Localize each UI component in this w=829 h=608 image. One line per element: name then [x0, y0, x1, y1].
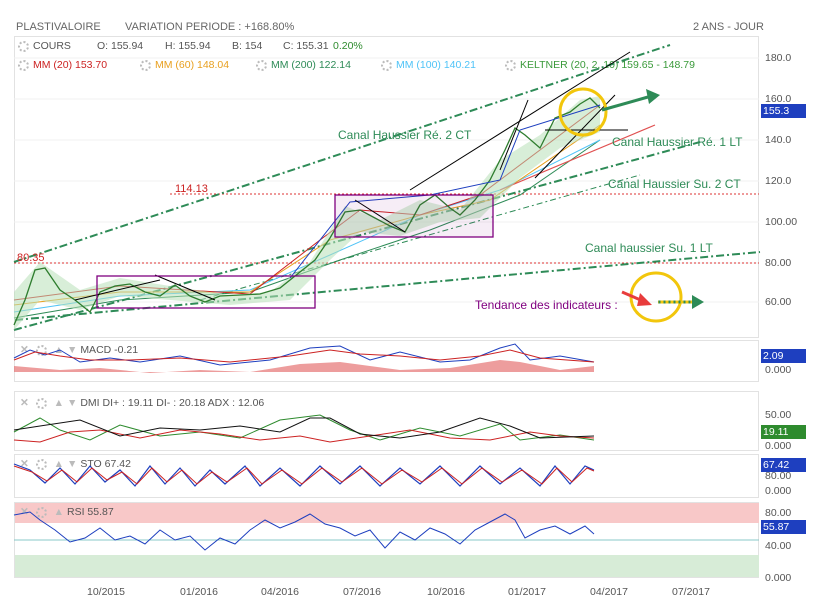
arrow-down-icon[interactable]: ▼ [66, 344, 78, 357]
sto-label: STO [80, 458, 102, 470]
gear-icon[interactable] [256, 59, 267, 71]
gear-icon[interactable] [18, 40, 29, 52]
main-chart-pane [14, 36, 759, 338]
annotation-canal-1: Canal Haussier Ré. 2 CT [338, 128, 472, 142]
mm100-legend: MM (100) 140.21 [381, 59, 476, 71]
low-value: B: 154 [232, 40, 263, 52]
macd-label: MACD [80, 344, 112, 356]
rsi-tick-high: 80.00 [765, 507, 792, 519]
x-axis-tick: 10/2016 [427, 586, 465, 598]
close-icon[interactable]: ✕ [20, 506, 29, 519]
close-value: C: 155.31 [283, 40, 329, 52]
cours-legend: COURS [18, 40, 71, 52]
period-selector[interactable]: 2 ANS - JOUR [693, 21, 764, 33]
sto-controls: ✕ ▲ ▼ STO 67.42 [20, 458, 131, 470]
x-axis-tick: 01/2017 [508, 586, 546, 598]
macd-value: -0.21 [114, 344, 139, 356]
rsi-controls: ✕ ▲ RSI 55.87 [20, 506, 114, 518]
gear-icon[interactable] [381, 59, 392, 71]
arrow-up-icon[interactable]: ▲ [53, 397, 65, 410]
arrow-up-icon[interactable]: ▲ [53, 458, 65, 471]
mm200-legend: MM (200) 122.14 [256, 59, 351, 71]
level-80-label: 80.35 [17, 252, 45, 264]
variation-periode: VARIATION PERIODE : +168.80% [125, 21, 295, 33]
annotation-tendance: Tendance des indicateurs : [475, 298, 618, 312]
dmi-zero-tick: 0.000 [765, 440, 792, 452]
gear-icon[interactable] [35, 344, 47, 356]
dmi-tag: 19.11 [761, 425, 806, 439]
open-value: O: 155.94 [97, 40, 144, 52]
rsi-overbought-zone [15, 503, 759, 523]
price-tick: 160.0 [765, 93, 792, 105]
annotation-canal-2: Canal Haussier Ré. 1 LT [612, 135, 743, 149]
macd-pane [14, 340, 759, 382]
gear-icon[interactable] [35, 458, 47, 470]
x-axis-tick: 10/2015 [87, 586, 125, 598]
price-tick: 120.0 [765, 175, 792, 187]
rsi-zero-tick: 0.000 [765, 572, 792, 584]
mm20-label: MM (20) 153.70 [33, 59, 108, 71]
mm60-label: MM (60) 148.04 [155, 59, 230, 71]
dmi-label: DMI [80, 397, 100, 409]
rsi-oversold-zone [15, 555, 759, 577]
dmi-controls: ✕ ▲ ▼ DMI DI+ : 19.11 DI- : 20.18 ADX : … [20, 397, 264, 409]
last-price-tag: 155.3 [761, 104, 806, 118]
close-icon[interactable]: ✕ [20, 458, 29, 471]
macd-tag: 2.09 [761, 349, 806, 363]
rsi-value: 55.87 [87, 506, 114, 518]
mm100-label: MM (100) 140.21 [396, 59, 476, 71]
rsi-tick-mid: 40.00 [765, 540, 792, 552]
arrow-down-icon[interactable]: ▼ [66, 458, 78, 471]
gear-icon[interactable] [505, 59, 516, 71]
dmi-tick-high: 50.00 [765, 409, 792, 421]
sto-tag: 67.42 [761, 458, 806, 472]
gear-icon[interactable] [35, 506, 47, 518]
price-tick: 100.00 [765, 216, 798, 228]
mm20-legend: MM (20) 153.70 [18, 59, 107, 71]
arrow-down-icon[interactable]: ▼ [66, 397, 78, 410]
gear-icon[interactable] [140, 59, 151, 71]
dmi-values: DI+ : 19.11 DI- : 20.18 ADX : 12.06 [102, 397, 265, 409]
sto-zero-tick: 0.000 [765, 485, 792, 497]
dmi-pane [14, 391, 759, 451]
high-value: H: 155.94 [165, 40, 211, 52]
rsi-tag: 55.87 [761, 520, 806, 534]
gear-icon[interactable] [18, 59, 29, 71]
price-tick: 140.0 [765, 134, 792, 146]
arrow-up-icon[interactable]: ▲ [53, 506, 65, 519]
x-axis-tick: 04/2017 [590, 586, 628, 598]
sto-pane [14, 454, 759, 498]
close-icon[interactable]: ✕ [20, 344, 29, 357]
sto-tick-high: 80.00 [765, 470, 792, 482]
x-axis-tick: 07/2017 [672, 586, 710, 598]
level-114-label: 114.13 [175, 183, 208, 195]
x-axis-tick: 04/2016 [261, 586, 299, 598]
macd-zero-tick: 0.000 [765, 364, 792, 376]
mm60-legend: MM (60) 148.04 [140, 59, 229, 71]
rsi-label: RSI [66, 506, 85, 518]
x-axis-tick: 07/2016 [343, 586, 381, 598]
price-tick: 180.0 [765, 52, 792, 64]
mm200-label: MM (200) 122.14 [271, 59, 351, 71]
annotation-canal-4: Canal haussier Su. 1 LT [585, 241, 713, 255]
price-tick: 60.00 [765, 296, 792, 308]
sto-value: 67.42 [104, 458, 131, 470]
close-icon[interactable]: ✕ [20, 397, 29, 410]
gear-icon[interactable] [35, 397, 47, 409]
x-axis-tick: 01/2016 [180, 586, 218, 598]
annotation-canal-3: Canal Haussier Su. 2 CT [608, 177, 741, 191]
cours-label: COURS [33, 40, 71, 52]
change-value: 0.20% [333, 40, 363, 52]
stock-title: PLASTIVALOIRE [16, 21, 101, 33]
price-tick: 80.00 [765, 257, 792, 269]
